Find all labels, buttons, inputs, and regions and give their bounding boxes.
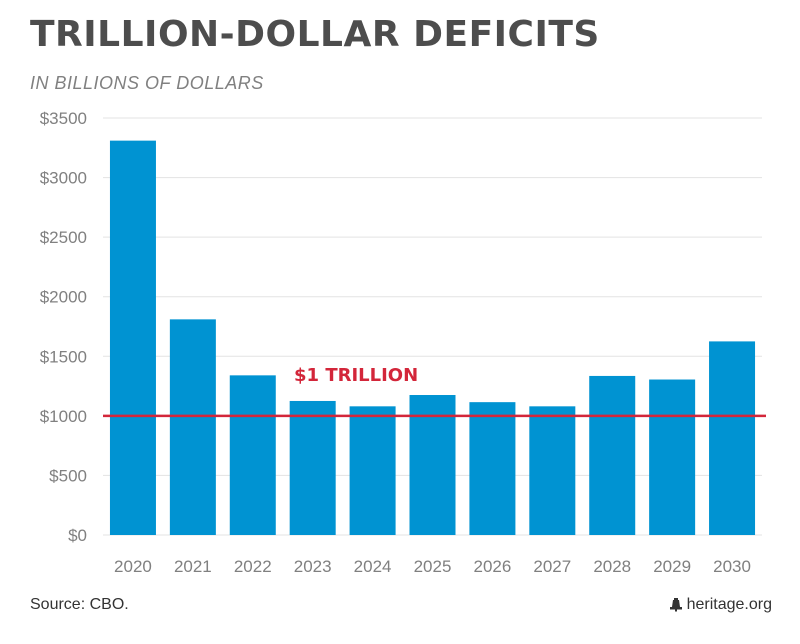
liberty-bell-icon <box>669 598 682 612</box>
y-axis-ticks: $0 $500 $1000 $1500 $2000 $2500 $3000 $3500 <box>40 109 87 545</box>
x-tick-label: 2029 <box>653 557 691 576</box>
bar-2021 <box>169 319 216 535</box>
brand-credit[interactable]: heritage.org <box>669 596 772 614</box>
y-tick-label: $1500 <box>40 347 87 366</box>
y-tick-label: $1000 <box>40 407 87 426</box>
x-axis-ticks: 2020 2021 2022 2023 2024 2025 2026 2027 2028 2029… <box>114 557 751 576</box>
y-tick-label: $2500 <box>40 228 87 247</box>
bar-2028 <box>589 375 636 535</box>
reference-line-group: $1 TRILLION <box>103 365 766 418</box>
bar-2022 <box>229 375 276 535</box>
x-tick-label: 2025 <box>414 557 452 576</box>
bar-2027 <box>529 406 576 535</box>
bar-2025 <box>409 395 456 535</box>
x-tick-label: 2024 <box>354 557 392 576</box>
bar-2030 <box>709 341 756 535</box>
y-tick-label: $3500 <box>40 109 87 128</box>
bar-2026 <box>469 402 516 535</box>
y-tick-label: $500 <box>49 466 87 485</box>
bars <box>109 140 756 535</box>
bar-2020 <box>109 140 156 535</box>
brand-label: heritage.org <box>686 596 772 613</box>
x-tick-label: 2028 <box>593 557 631 576</box>
x-tick-label: 2020 <box>114 557 152 576</box>
bar-chart: $0 $500 $1000 $1500 $2000 $2500 $3000 $3500 202… <box>40 109 766 576</box>
bar-2029 <box>649 379 696 535</box>
x-tick-label: 2030 <box>713 557 751 576</box>
x-tick-label: 2027 <box>533 557 571 576</box>
chart-title: TRILLION-DOLLAR DEFICITS <box>30 14 600 55</box>
y-tick-label: $3000 <box>40 169 87 188</box>
bar-2024 <box>349 406 396 535</box>
source-note: Source: CBO. <box>30 596 129 613</box>
y-tick-label: $0 <box>68 526 87 545</box>
y-tick-label: $2000 <box>40 288 87 307</box>
x-tick-label: 2023 <box>294 557 332 576</box>
x-tick-label: 2021 <box>174 557 212 576</box>
x-tick-label: 2022 <box>234 557 272 576</box>
reference-line-label: $1 TRILLION <box>294 365 418 386</box>
bar-2023 <box>289 400 336 535</box>
chart-subtitle: IN BILLIONS OF DOLLARS <box>30 73 264 93</box>
x-tick-label: 2026 <box>473 557 511 576</box>
